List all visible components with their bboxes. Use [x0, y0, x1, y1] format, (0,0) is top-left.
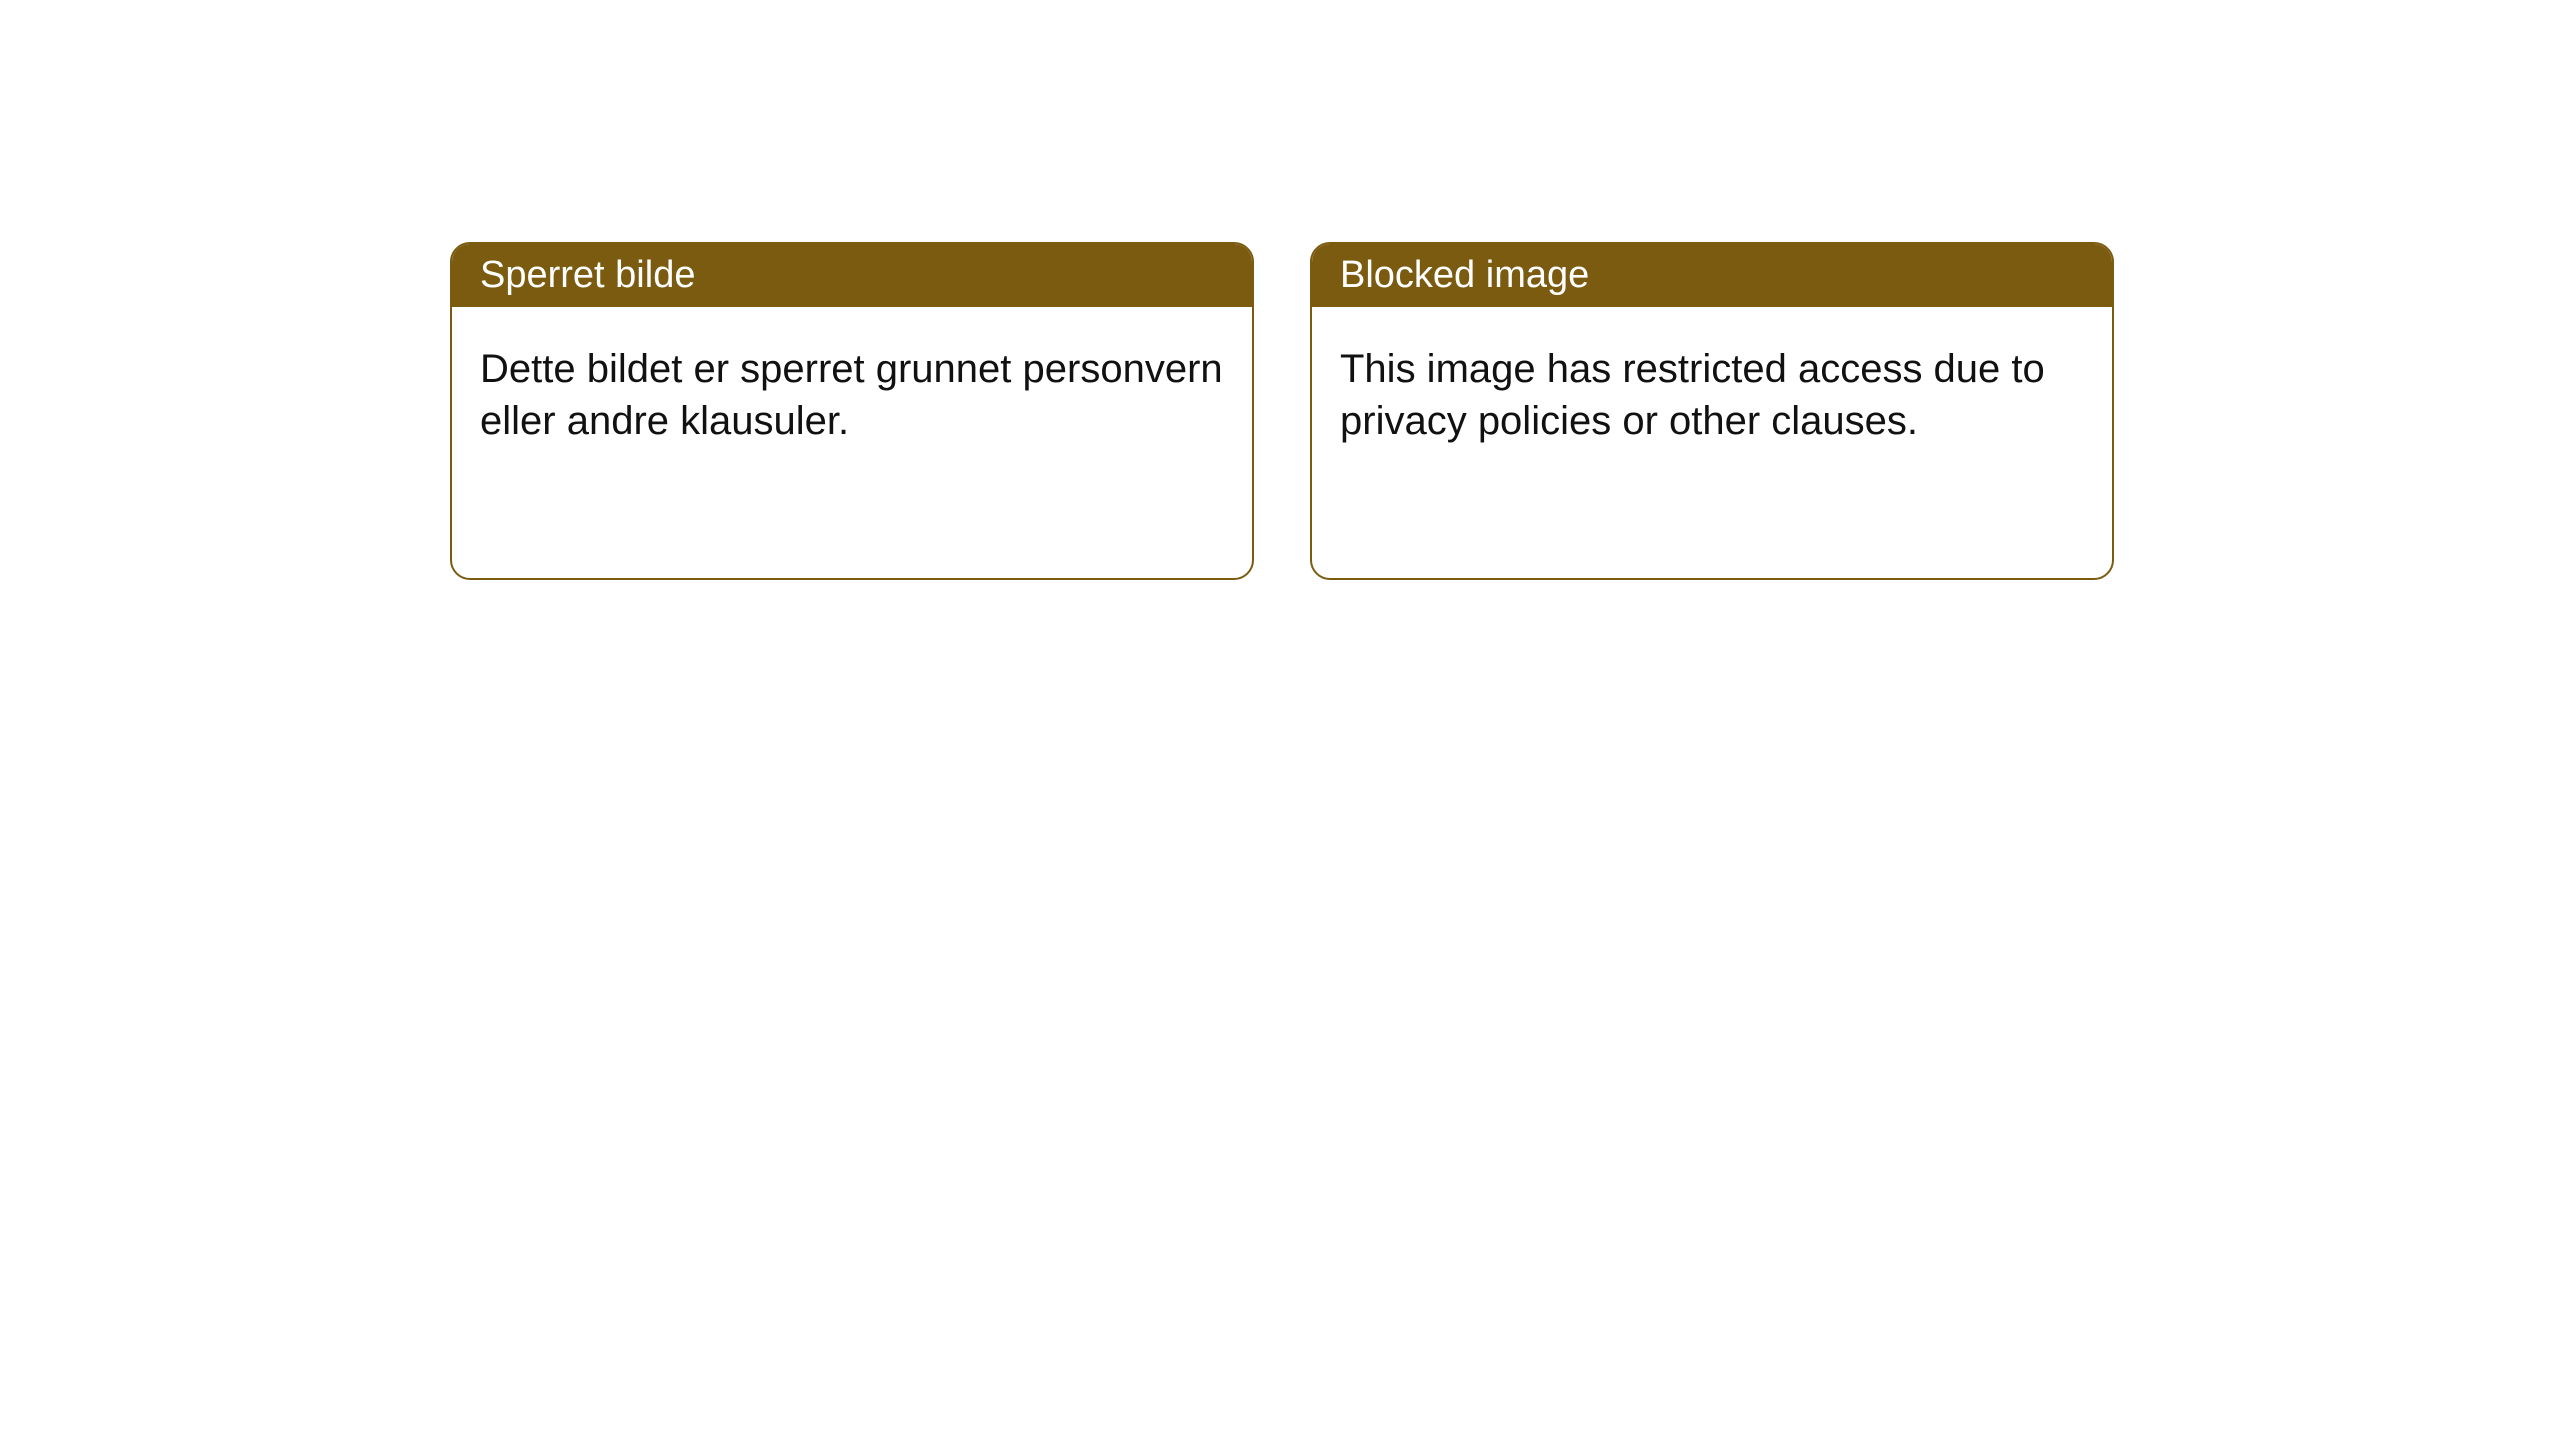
notice-card-english: Blocked image This image has restricted …: [1310, 242, 2114, 580]
notice-container: Sperret bilde Dette bildet er sperret gr…: [0, 0, 2560, 580]
notice-body: Dette bildet er sperret grunnet personve…: [452, 307, 1252, 483]
notice-header: Blocked image: [1312, 244, 2112, 307]
notice-header: Sperret bilde: [452, 244, 1252, 307]
notice-body: This image has restricted access due to …: [1312, 307, 2112, 483]
notice-card-norwegian: Sperret bilde Dette bildet er sperret gr…: [450, 242, 1254, 580]
